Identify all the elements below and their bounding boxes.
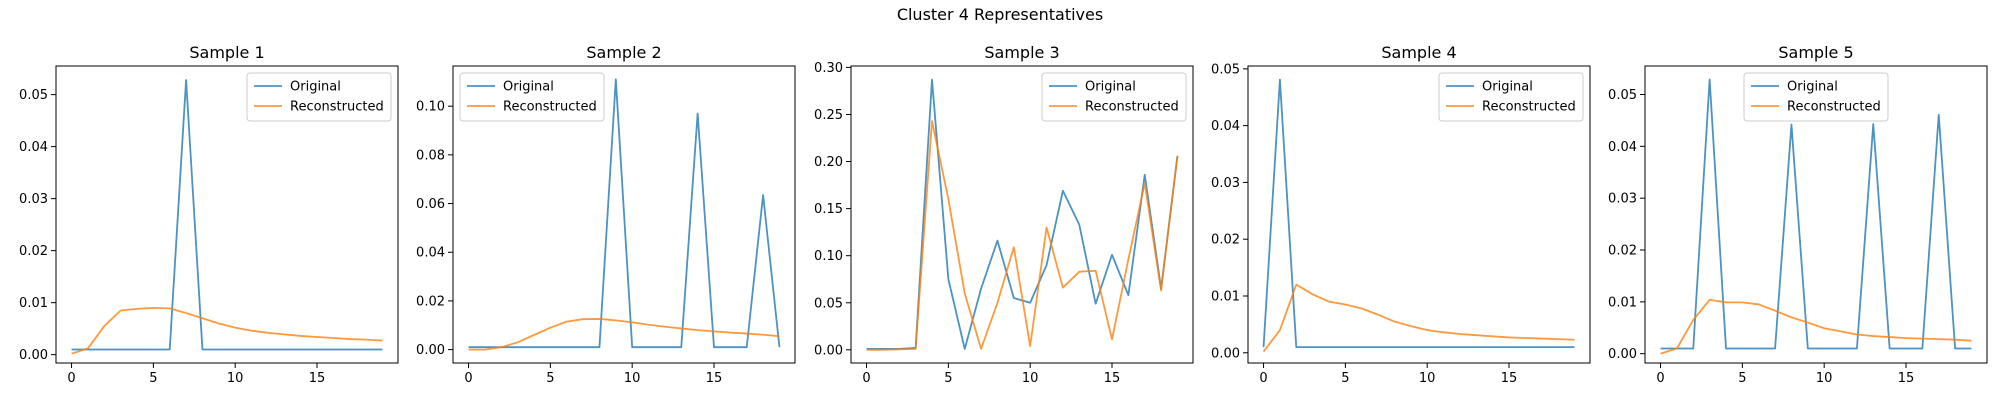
axes-frame xyxy=(452,65,796,364)
y-tick-label: 0.04 xyxy=(1608,140,1637,155)
y-tick-label: 0.06 xyxy=(416,197,445,212)
legend: Original Reconstructed xyxy=(1438,72,1584,122)
x-tick-label: 15 xyxy=(309,371,326,386)
y-tick-label: 0.02 xyxy=(1608,244,1637,259)
y-tick-label: 0.25 xyxy=(814,108,843,123)
series-line-original xyxy=(1660,78,1972,350)
y-tick-label: 0.03 xyxy=(1211,176,1240,191)
x-tick-label: 5 xyxy=(944,371,952,386)
legend-label-reconstructed: Reconstructed xyxy=(290,100,384,115)
x-tick-label: 15 xyxy=(1898,371,1915,386)
y-tick-label: 0.15 xyxy=(814,202,843,217)
legend: Original Reconstructed xyxy=(459,72,605,122)
y-tick-label: 0.00 xyxy=(416,343,445,358)
subplot-3: Sample 3 0 5 10 15 0.00 0.05 0.10 0.15 0.20 0.25 0.… xyxy=(814,43,1194,386)
figure-suptitle: Cluster 4 Representatives xyxy=(897,5,1103,24)
series-line-original xyxy=(71,79,383,351)
x-tick-label: 15 xyxy=(706,371,723,386)
legend-label-original: Original xyxy=(1787,80,1838,95)
y-tick-label: 0.00 xyxy=(814,343,843,358)
axes-frame xyxy=(850,65,1194,364)
series-line-original xyxy=(1262,78,1575,349)
series-line-original xyxy=(468,78,781,349)
legend-label-original: Original xyxy=(290,80,341,95)
y-tick-label: 0.02 xyxy=(416,294,445,309)
x-tick-label: 10 xyxy=(1419,371,1436,386)
y-tick-label: 0.02 xyxy=(19,244,48,259)
series-line-reconstructed xyxy=(468,318,780,351)
legend-box xyxy=(1041,72,1187,122)
y-tick-label: 0.05 xyxy=(19,88,48,103)
legend-label-original: Original xyxy=(1482,80,1533,95)
axes-frame xyxy=(1644,65,1988,364)
x-tick-label: 10 xyxy=(1816,371,1833,386)
x-tick-label: 0 xyxy=(1259,371,1267,386)
subplot-1: Sample 1 0 5 10 15 0.00 0.01 0.02 0.03 0.04 0.05 Or… xyxy=(19,43,399,386)
subplot-5: Sample 5 0 5 10 15 0.00 0.01 0.02 0.03 0.04 0.05 Or… xyxy=(1608,43,1988,386)
y-tick-label: 0.08 xyxy=(416,148,445,163)
legend-label-reconstructed: Reconstructed xyxy=(1482,100,1576,115)
subplot-title: Sample 4 xyxy=(1381,43,1456,62)
subplot-title: Sample 2 xyxy=(586,43,661,62)
legend-box xyxy=(1438,72,1584,122)
legend: Original Reconstructed xyxy=(1041,72,1187,122)
series-line-reconstructed xyxy=(1660,298,1972,355)
y-tick-label: 0.02 xyxy=(1211,233,1240,248)
legend: Original Reconstructed xyxy=(246,72,392,122)
y-tick-label: 0.03 xyxy=(19,192,48,207)
x-tick-label: 5 xyxy=(1738,371,1746,386)
x-tick-label: 10 xyxy=(624,371,641,386)
x-tick-label: 15 xyxy=(1501,371,1518,386)
y-tick-label: 0.05 xyxy=(1211,62,1240,77)
y-tick-label: 0.30 xyxy=(814,61,843,76)
x-tick-label: 0 xyxy=(464,371,472,386)
x-tick-label: 5 xyxy=(546,371,554,386)
y-tick-label: 0.04 xyxy=(1211,119,1240,134)
x-tick-label: 5 xyxy=(149,371,157,386)
legend-label-original: Original xyxy=(503,80,554,95)
subplot-2: Sample 2 0 5 10 15 0.00 0.02 0.04 0.06 0.08 0.10 Or… xyxy=(416,43,796,386)
y-tick-label: 0.00 xyxy=(1211,346,1240,361)
y-tick-label: 0.00 xyxy=(1608,347,1637,362)
x-tick-label: 0 xyxy=(67,371,75,386)
y-tick-label: 0.04 xyxy=(416,246,445,261)
subplot-title: Sample 3 xyxy=(984,43,1059,62)
legend-label-reconstructed: Reconstructed xyxy=(503,100,597,115)
legend-label-reconstructed: Reconstructed xyxy=(1787,100,1881,115)
legend-box xyxy=(1743,72,1889,122)
x-tick-label: 10 xyxy=(1022,371,1039,386)
legend: Original Reconstructed xyxy=(1743,72,1889,122)
y-tick-label: 0.01 xyxy=(1211,289,1240,304)
x-tick-label: 0 xyxy=(1656,371,1664,386)
x-tick-label: 10 xyxy=(227,371,244,386)
y-tick-label: 0.05 xyxy=(814,296,843,311)
series-line-reconstructed xyxy=(71,306,383,355)
y-tick-label: 0.10 xyxy=(814,249,843,264)
x-tick-label: 15 xyxy=(1104,371,1121,386)
y-tick-label: 0.00 xyxy=(19,348,48,363)
y-tick-label: 0.03 xyxy=(1608,192,1637,207)
legend-label-reconstructed: Reconstructed xyxy=(1085,100,1179,115)
subplots: Sample 1 0 5 10 15 0.00 0.01 0.02 0.03 0.04 0.05 Or… xyxy=(19,43,1988,386)
series-line-reconstructed xyxy=(866,120,1179,351)
legend-box xyxy=(246,72,392,122)
subplot-title: Sample 1 xyxy=(189,43,264,62)
subplot-title: Sample 5 xyxy=(1778,43,1853,62)
x-tick-label: 5 xyxy=(1341,371,1349,386)
axes-frame xyxy=(55,65,399,364)
legend-label-original: Original xyxy=(1085,80,1136,95)
y-tick-label: 0.05 xyxy=(1608,88,1637,103)
y-tick-label: 0.01 xyxy=(1608,295,1637,310)
subplot-4: Sample 4 0 5 10 15 0.00 0.01 0.02 0.03 0.04 0.05 Or… xyxy=(1211,43,1591,386)
y-tick-label: 0.20 xyxy=(814,155,843,170)
x-tick-label: 0 xyxy=(862,371,870,386)
legend-box xyxy=(459,72,605,122)
y-tick-label: 0.04 xyxy=(19,140,48,155)
series-line-reconstructed xyxy=(1262,283,1575,353)
y-tick-label: 0.10 xyxy=(416,100,445,115)
y-tick-label: 0.01 xyxy=(19,296,48,311)
axes-frame xyxy=(1247,65,1591,364)
